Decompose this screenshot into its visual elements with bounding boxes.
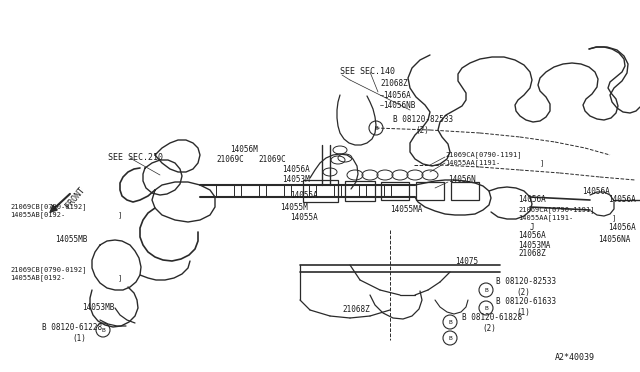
Text: 14056A: 14056A <box>518 196 546 205</box>
Text: 14056A: 14056A <box>608 196 636 205</box>
Text: 14055AB[0192-: 14055AB[0192- <box>10 212 65 218</box>
Text: B: B <box>484 305 488 311</box>
Text: 21069CA[0790-1191]: 21069CA[0790-1191] <box>445 152 522 158</box>
Text: 14055A: 14055A <box>290 190 317 199</box>
Text: B 08120-82533: B 08120-82533 <box>393 115 453 125</box>
Text: 21069CA[0790-1191]: 21069CA[0790-1191] <box>518 206 595 214</box>
Text: 14075: 14075 <box>455 257 478 266</box>
Text: B: B <box>448 336 452 340</box>
Text: 14055MB: 14055MB <box>55 235 88 244</box>
Text: A2*40039: A2*40039 <box>555 353 595 362</box>
Bar <box>381 182 409 200</box>
Bar <box>341 185 359 197</box>
Text: (2): (2) <box>516 288 530 296</box>
Bar <box>266 185 284 197</box>
Text: 14055MA: 14055MA <box>390 205 422 215</box>
Text: 14056A: 14056A <box>383 90 411 99</box>
Text: 14053MA: 14053MA <box>518 241 550 250</box>
Text: B: B <box>101 327 105 333</box>
Bar <box>345 181 375 201</box>
Text: FRONT: FRONT <box>64 186 87 211</box>
Bar <box>391 185 409 197</box>
Text: SEE SEC.210: SEE SEC.210 <box>108 154 163 163</box>
Text: (2): (2) <box>482 324 496 333</box>
Text: B: B <box>374 125 378 131</box>
Text: 14055AA[1191-: 14055AA[1191- <box>445 160 500 166</box>
Text: 14053MB: 14053MB <box>82 304 115 312</box>
Text: 14056NB: 14056NB <box>383 100 415 109</box>
Text: 14055A: 14055A <box>290 214 317 222</box>
Bar <box>416 182 444 200</box>
Text: 14056M: 14056M <box>230 145 258 154</box>
Text: 14055AA[1191-: 14055AA[1191- <box>518 215 573 221</box>
Text: (2): (2) <box>415 126 429 135</box>
Text: 21068Z: 21068Z <box>342 305 370 314</box>
Text: ]: ] <box>612 215 616 221</box>
Bar <box>366 185 384 197</box>
Bar <box>291 185 309 197</box>
Text: 21069C: 21069C <box>258 155 285 164</box>
Text: 21068Z: 21068Z <box>518 250 546 259</box>
Text: B: B <box>484 288 488 292</box>
Text: 21069CB[0790-0192]: 21069CB[0790-0192] <box>10 267 86 273</box>
Text: 14055M: 14055M <box>280 203 308 212</box>
Text: 21069CB[0790-0192]: 21069CB[0790-0192] <box>10 203 86 211</box>
Text: (1): (1) <box>516 308 530 317</box>
Text: 14056N: 14056N <box>448 176 476 185</box>
Text: SEE SEC.140: SEE SEC.140 <box>340 67 395 77</box>
Text: ]: ] <box>540 160 544 166</box>
Bar <box>241 185 259 197</box>
Text: 21069C: 21069C <box>216 155 244 164</box>
Text: 14056A: 14056A <box>518 231 546 241</box>
Text: B 08120-61828: B 08120-61828 <box>462 314 522 323</box>
Text: B 08120-61228: B 08120-61228 <box>42 324 102 333</box>
Text: 14056A: 14056A <box>608 224 636 232</box>
Text: J: J <box>530 222 534 231</box>
Bar <box>216 185 234 197</box>
Text: 21068Z: 21068Z <box>380 80 408 89</box>
Text: 14053M: 14053M <box>282 176 310 185</box>
Text: ]: ] <box>118 212 122 218</box>
Text: (1): (1) <box>72 334 86 343</box>
Bar <box>316 185 334 197</box>
Text: 14056NA: 14056NA <box>598 235 630 244</box>
Text: B 08120-82533: B 08120-82533 <box>496 278 556 286</box>
Text: B 08120-61633: B 08120-61633 <box>496 298 556 307</box>
Bar <box>451 182 479 200</box>
Text: B: B <box>448 320 452 324</box>
Text: ]: ] <box>118 275 122 281</box>
Bar <box>303 180 337 202</box>
Text: 14056A: 14056A <box>282 166 310 174</box>
Text: 14055AB[0192-: 14055AB[0192- <box>10 275 65 281</box>
Text: 14056A: 14056A <box>582 187 610 196</box>
